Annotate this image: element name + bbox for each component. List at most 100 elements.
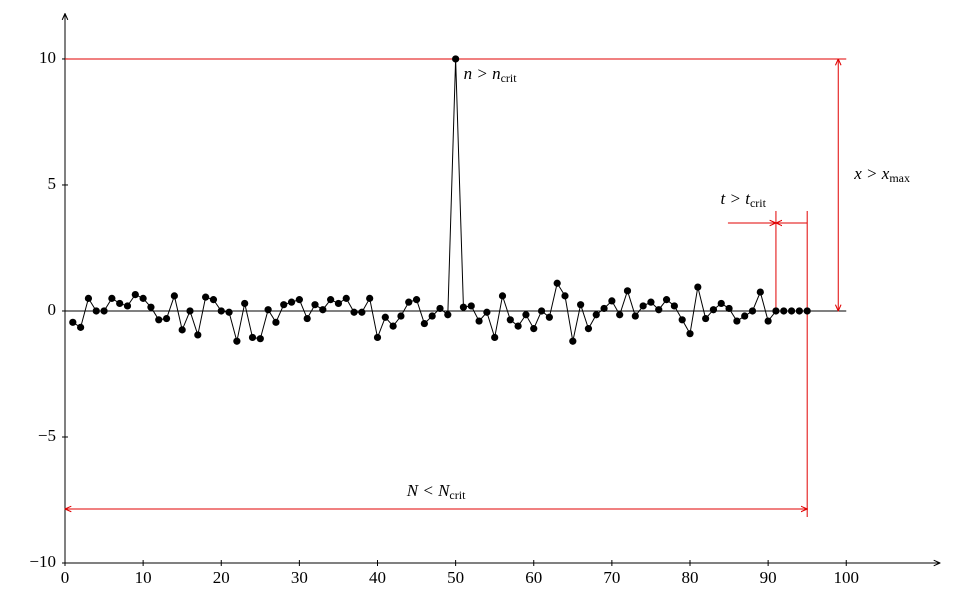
data-point [764,317,772,325]
data-point [678,316,686,324]
data-point [522,311,530,319]
data-point [670,302,678,310]
data-point [803,307,811,315]
data-point [467,302,475,310]
x-tick-label: 30 [291,568,308,587]
data-point [186,307,194,315]
annotations [65,59,847,517]
data-point [100,307,108,315]
y-tick-label: 5 [48,174,57,193]
data-point [147,303,155,311]
data-point [373,333,382,342]
data-point [662,296,671,304]
data-point [358,308,366,316]
data-point [334,299,343,308]
data-point [608,297,616,305]
data-point [756,288,764,296]
data-point [287,298,296,306]
annotation-text: x > x [853,164,890,183]
data-point [741,312,749,320]
data-point [420,319,428,328]
data-point [280,301,288,309]
data-point [194,331,202,339]
x-tick-label: 60 [525,568,542,587]
data-point [545,313,553,321]
data-point [139,294,147,302]
x-tick-label: 0 [61,568,70,587]
data-point [725,304,733,313]
data-point [405,298,413,306]
data-point [92,307,100,315]
data-point [748,307,757,315]
data-point [733,317,741,325]
data-point [319,306,327,314]
data-point [217,307,225,315]
annotation-text: N < N [406,481,451,500]
data-point [397,312,405,320]
data-point [155,316,163,324]
data-point [483,308,491,316]
data-point [202,293,210,301]
data-point [475,317,483,325]
data-point [209,296,218,304]
data-point [577,301,585,309]
data-point [694,283,702,291]
x-tick-label: 80 [682,568,699,587]
data-point [342,294,350,302]
x-tick-label: 40 [369,568,386,587]
data-point [795,307,803,315]
data-point [264,306,272,314]
data-point [256,335,264,343]
annotation-text: n > n [464,64,501,83]
data-point [436,304,444,313]
x-tick-label: 20 [213,568,230,587]
data-point [787,307,796,315]
data-point [639,302,647,310]
data-point [686,330,694,338]
data-point [303,314,311,323]
data-point [225,308,233,316]
annotation: N < Ncrit [406,481,466,502]
data-point [123,302,132,310]
data-point [248,333,257,342]
data-point [631,312,639,320]
data-point [77,323,85,331]
data-point [452,55,460,63]
annotation-subscript: crit [750,196,767,210]
data-point [366,294,374,302]
y-tick-label: 0 [48,300,57,319]
data-point [131,291,139,299]
data-point [444,311,452,319]
x-tick-label: 10 [135,568,152,587]
data-point [600,304,608,313]
annotation: t > tcrit [721,189,767,210]
data-point [459,303,468,311]
data-point [772,307,780,315]
data-point [561,292,569,300]
x-tick-label: 70 [603,568,620,587]
data-line [72,58,808,342]
y-tick-label: −10 [29,552,56,571]
data-point [702,314,710,323]
data-point [170,292,178,300]
data-point [780,307,788,315]
annotation: n > ncrit [464,64,518,85]
data-point [506,316,514,324]
annotation-text: t > t [721,189,752,208]
data-point [350,308,358,316]
annotation-subscript: crit [501,71,518,85]
data-point [311,301,319,309]
data-point [233,337,241,345]
data-point [178,326,186,334]
annotation-subscript: max [889,171,910,185]
data-point [537,307,546,315]
data-point [491,333,499,342]
x-tick-label: 100 [834,568,860,587]
data-point [241,299,249,308]
data-point [616,311,624,319]
data-point [498,292,507,300]
data-point [647,298,655,306]
x-tick-label: 90 [760,568,777,587]
data-point [514,322,522,330]
